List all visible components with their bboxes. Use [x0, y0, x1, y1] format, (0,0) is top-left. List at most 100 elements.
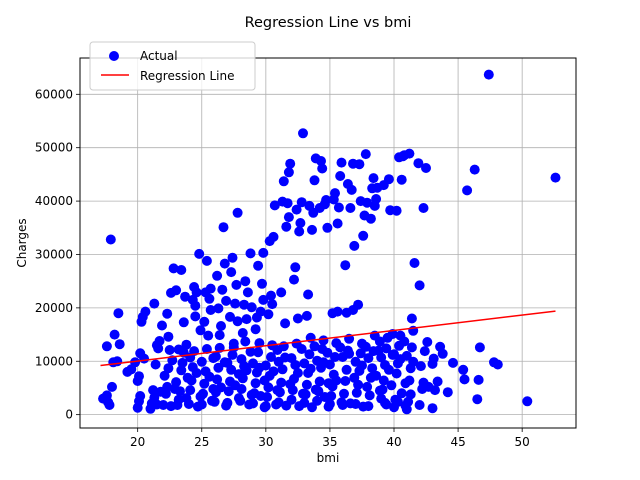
scatter-point	[227, 252, 238, 263]
scatter-point	[240, 276, 251, 287]
scatter-point	[285, 158, 296, 169]
scatter-point	[430, 385, 440, 396]
scatter-point	[321, 195, 332, 205]
scatter-point	[273, 397, 284, 408]
scatter-point	[241, 314, 252, 325]
scatter-point	[168, 263, 179, 274]
scatter-point	[280, 318, 291, 329]
scatter-point	[214, 330, 225, 341]
scatter-point	[227, 349, 238, 360]
regression-line	[100, 310, 556, 367]
scatter-point	[414, 400, 425, 410]
scatter-series	[98, 69, 561, 415]
scatter-point	[332, 218, 343, 229]
scatter-point	[336, 157, 347, 168]
scatter-point	[354, 159, 365, 170]
scatter-point	[401, 350, 412, 361]
y-tick-label: 10000	[35, 354, 73, 368]
y-tick-label: 50000	[35, 141, 73, 155]
scatter-point	[281, 221, 292, 232]
scatter-point	[253, 260, 264, 271]
scatter-point	[448, 357, 458, 368]
scatter-point	[335, 171, 346, 181]
scatter-point	[201, 255, 212, 266]
y-tick-label: 60000	[35, 87, 73, 101]
scatter-point	[228, 342, 239, 353]
scatter-point	[283, 212, 294, 223]
scatter-point	[173, 394, 184, 405]
scatter-point	[266, 352, 276, 362]
scatter-point	[268, 366, 279, 377]
scatter-point	[150, 359, 161, 370]
scatter-point	[180, 291, 191, 302]
scatter-point	[298, 128, 308, 139]
scatter-point	[340, 260, 351, 271]
scatter-point	[406, 342, 417, 353]
scatter-point	[324, 359, 335, 370]
scatter-point	[340, 376, 351, 386]
regression-series	[100, 310, 556, 367]
scatter-point	[266, 290, 276, 301]
scatter-point	[378, 375, 389, 386]
scatter-point	[283, 167, 294, 178]
x-tick-label: 40	[386, 435, 401, 449]
x-tick-label: 35	[322, 435, 337, 449]
scatter-point	[109, 329, 120, 340]
scatter-point	[291, 204, 302, 215]
scatter-point	[341, 307, 352, 318]
scatter-point	[404, 148, 415, 159]
scatter-point	[296, 197, 307, 208]
scatter-point	[190, 311, 201, 322]
scatter-point	[232, 316, 243, 327]
scatter-point	[413, 158, 424, 169]
scatter-point	[216, 382, 226, 393]
scatter-point	[303, 289, 314, 300]
scatter-point	[326, 391, 337, 401]
scatter-point	[396, 174, 407, 185]
scatter-point	[185, 385, 196, 396]
scatter-point	[350, 399, 361, 409]
scatter-point	[186, 375, 197, 386]
scatter-point	[418, 203, 429, 213]
scatter-point	[345, 203, 356, 213]
scatter-point	[322, 347, 333, 358]
scatter-point	[421, 163, 431, 173]
scatter-point	[550, 172, 561, 183]
scatter-point	[226, 267, 237, 278]
scatter-point	[286, 394, 297, 405]
scatter-point	[472, 394, 483, 405]
scatter-point	[245, 248, 256, 259]
y-axis-title: Charges	[15, 218, 29, 267]
scatter-point	[406, 313, 417, 324]
scatter-point	[369, 200, 380, 211]
scatter-point	[442, 387, 453, 398]
scatter-point	[342, 179, 353, 189]
scatter-point	[258, 294, 269, 305]
scatter-point	[130, 357, 141, 368]
scatter-point	[304, 349, 315, 360]
scatter-point	[377, 384, 388, 395]
scatter-point	[328, 194, 339, 205]
scatter-point	[292, 313, 303, 324]
scatter-point	[330, 352, 340, 362]
legend-label-actual: Actual	[140, 49, 178, 63]
scatter-point	[194, 248, 205, 259]
scatter-point	[391, 368, 402, 379]
scatter-point	[333, 202, 344, 213]
scatter-point	[277, 364, 288, 375]
scatter-point	[363, 401, 374, 412]
scatter-point	[140, 306, 151, 317]
scatter-point	[171, 377, 182, 388]
scatter-point	[362, 381, 373, 392]
scatter-point	[364, 390, 375, 401]
scatter-point	[324, 399, 335, 409]
scatter-point	[353, 299, 364, 310]
scatter-point	[277, 196, 288, 207]
scatter-point	[337, 400, 348, 410]
scatter-point	[135, 391, 146, 401]
legend-marker-actual	[109, 51, 119, 61]
scatter-point	[237, 328, 248, 338]
scatter-point	[189, 282, 200, 292]
scatter-point	[212, 374, 223, 385]
scatter-point	[358, 230, 369, 241]
